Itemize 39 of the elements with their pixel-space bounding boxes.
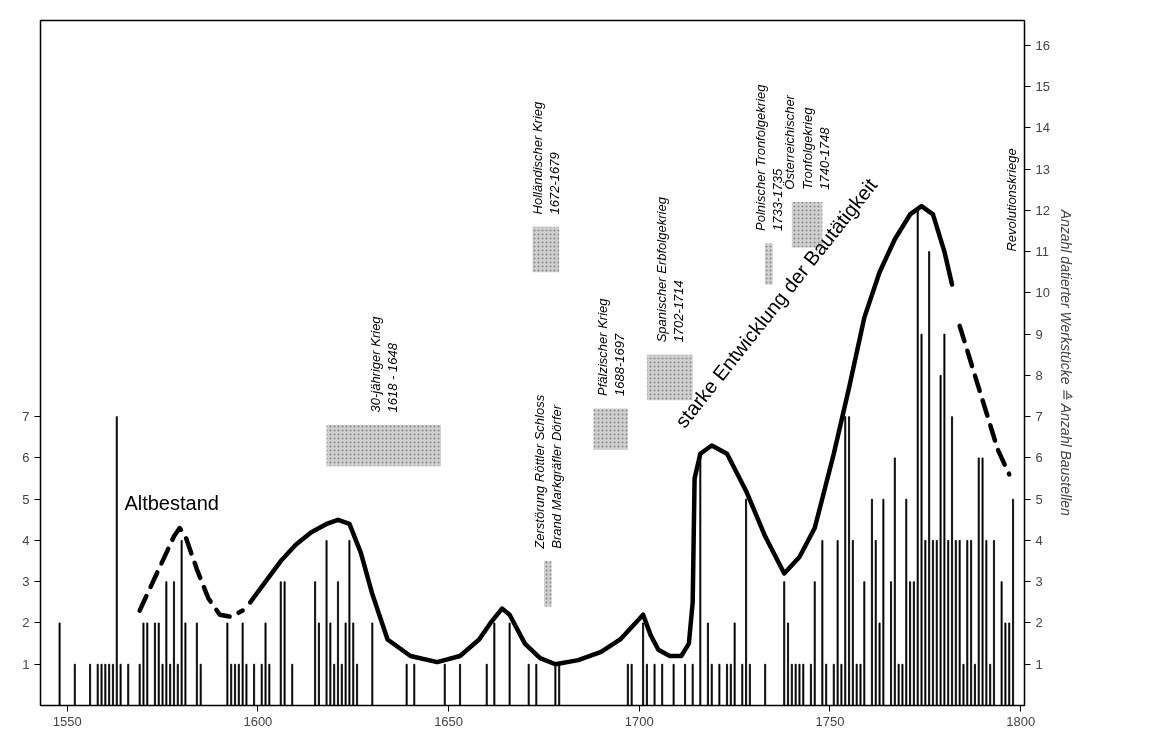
- y2-tick-label: 2: [1035, 615, 1043, 631]
- band-label: 30-jähriger Krieg 1618 - 1648: [367, 315, 400, 413]
- y-tick-label: 6: [22, 450, 30, 466]
- y2-tick-label: 16: [1035, 37, 1050, 53]
- y2-tick-label: 14: [1035, 120, 1050, 136]
- band-label: Polnischer Tronfolgekrieg 1733-1735: [752, 83, 786, 231]
- y2-tick-label: 12: [1035, 202, 1050, 218]
- y-tick-label: 4: [22, 532, 30, 548]
- annotation: Revolutionskriege: [1003, 148, 1019, 252]
- y-tick-label: 2: [22, 615, 30, 631]
- y2-tick-label: 7: [1035, 409, 1043, 425]
- x-tick-label: 1750: [815, 713, 845, 729]
- x-tick-label: 1600: [243, 713, 273, 729]
- y2-tick-label: 1: [1035, 656, 1043, 672]
- y2-tick-label: 3: [1035, 574, 1043, 590]
- band-label: Holländischer Krieg 1672-1679: [529, 100, 562, 215]
- x-tick-label: 1650: [434, 713, 464, 729]
- y2-tick-label: 9: [1035, 326, 1043, 342]
- y2-tick-label: 11: [1035, 244, 1049, 260]
- y-tick-label: 5: [22, 491, 30, 507]
- y2-tick-label: 8: [1035, 367, 1043, 383]
- y-tick-label: 1: [22, 656, 30, 672]
- y2-tick-label: 13: [1035, 161, 1050, 177]
- x-tick-label: 1550: [52, 713, 82, 729]
- y2-axis-title: Anzahl datierter Werkstücke ≙ Anzahl Baustellen: [1057, 208, 1074, 517]
- band-label: Zerstörung Röttler Schloss Brand Markgräfler Dörfer: [531, 394, 564, 550]
- x-tick-label: 1700: [624, 713, 654, 729]
- line-series: [957, 323, 1012, 477]
- band-label: Pfälzischer Krieg 1688-1697: [594, 297, 627, 397]
- band-label: Spanischer Erbfolgekrieg 1702-1714: [653, 196, 686, 343]
- y2-tick-label: 10: [1035, 285, 1050, 301]
- y-tick-label: 7: [22, 409, 30, 425]
- y2-tick-label: 15: [1035, 79, 1050, 95]
- annotation: Altbestand: [124, 492, 219, 515]
- x-tick-label: 1800: [1006, 713, 1036, 729]
- y-tick-label: 3: [22, 574, 30, 590]
- y2-tick-label: 4: [1035, 532, 1043, 548]
- y2-tick-label: 5: [1035, 491, 1043, 507]
- y2-tick-label: 6: [1035, 450, 1043, 466]
